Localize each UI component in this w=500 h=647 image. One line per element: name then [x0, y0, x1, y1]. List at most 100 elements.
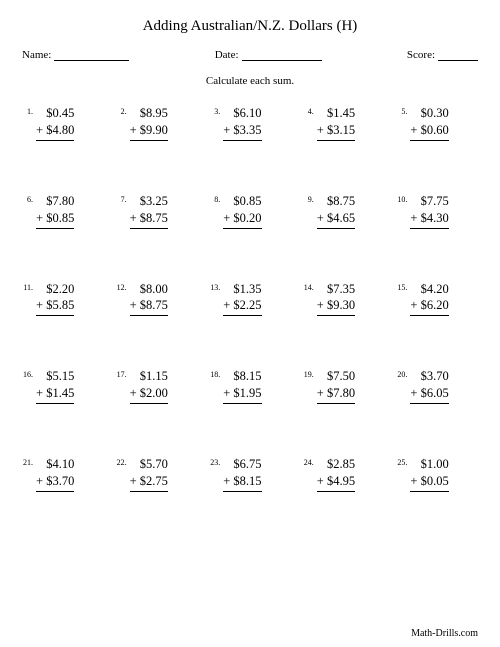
problem-body: $2.20+ $5.85 — [36, 281, 74, 317]
addend-bottom-row: + $8.75 — [130, 210, 168, 229]
addend-top: $8.75 — [317, 193, 355, 210]
addend-top: $1.35 — [223, 281, 261, 298]
problem: 13.$1.35+ $2.25 — [209, 281, 291, 317]
problem: 14.$7.35+ $9.30 — [303, 281, 385, 317]
problem-number: 17. — [116, 368, 130, 379]
plus-sign: + — [410, 474, 417, 488]
addend-bottom-row: + $2.00 — [130, 385, 168, 404]
addend-bottom-row: + $6.05 — [410, 385, 448, 404]
problem-body: $0.45+ $4.80 — [36, 105, 74, 141]
addend-top: $5.70 — [130, 456, 168, 473]
problem-body: $0.85+ $0.20 — [223, 193, 261, 229]
problem-grid: 1.$0.45+ $4.802.$8.95+ $9.903.$6.10+ $3.… — [22, 105, 478, 492]
problem-number: 8. — [209, 193, 223, 204]
addend-bottom-row: + $1.45 — [36, 385, 74, 404]
addend-top: $0.30 — [410, 105, 448, 122]
instruction-text: Calculate each sum. — [22, 75, 478, 87]
addend-bottom: $2.75 — [140, 474, 168, 488]
addend-bottom-row: + $0.20 — [223, 210, 261, 229]
score-line — [438, 50, 478, 61]
addend-bottom-row: + $4.65 — [317, 210, 355, 229]
problem-body: $1.45+ $3.15 — [317, 105, 355, 141]
plus-sign: + — [36, 474, 43, 488]
addend-bottom: $0.05 — [421, 474, 449, 488]
problem-number: 25. — [396, 456, 410, 467]
addend-bottom-row: + $2.75 — [130, 473, 168, 492]
problem: 11.$2.20+ $5.85 — [22, 281, 104, 317]
problem-body: $4.10+ $3.70 — [36, 456, 74, 492]
addend-bottom: $1.45 — [46, 386, 74, 400]
addend-bottom: $2.00 — [140, 386, 168, 400]
problem: 17.$1.15+ $2.00 — [116, 368, 198, 404]
page-title: Adding Australian/N.Z. Dollars (H) — [22, 18, 478, 35]
addend-top: $7.50 — [317, 368, 355, 385]
addend-bottom: $6.05 — [421, 386, 449, 400]
problem-body: $5.70+ $2.75 — [130, 456, 168, 492]
addend-top: $2.20 — [36, 281, 74, 298]
problem-body: $7.75+ $4.30 — [410, 193, 448, 229]
plus-sign: + — [410, 298, 417, 312]
addend-top: $6.10 — [223, 105, 261, 122]
addend-bottom-row: + $0.85 — [36, 210, 74, 229]
addend-bottom: $3.70 — [46, 474, 74, 488]
problem-number: 10. — [396, 193, 410, 204]
addend-bottom: $2.25 — [233, 298, 261, 312]
addend-top: $5.15 — [36, 368, 74, 385]
addend-top: $3.70 — [410, 368, 448, 385]
plus-sign: + — [223, 123, 230, 137]
addend-bottom: $8.75 — [140, 298, 168, 312]
addend-top: $2.85 — [317, 456, 355, 473]
addend-top: $1.00 — [410, 456, 448, 473]
problem-body: $8.75+ $4.65 — [317, 193, 355, 229]
problem: 8.$0.85+ $0.20 — [209, 193, 291, 229]
problem-number: 3. — [209, 105, 223, 116]
score-field: Score: — [407, 49, 478, 61]
problem-number: 4. — [303, 105, 317, 116]
problem-body: $5.15+ $1.45 — [36, 368, 74, 404]
addend-top: $1.15 — [130, 368, 168, 385]
addend-bottom: $6.20 — [421, 298, 449, 312]
plus-sign: + — [36, 298, 43, 312]
addend-bottom: $1.95 — [233, 386, 261, 400]
addend-bottom: $0.85 — [46, 211, 74, 225]
addend-bottom: $0.20 — [233, 211, 261, 225]
addend-bottom: $4.95 — [327, 474, 355, 488]
plus-sign: + — [410, 123, 417, 137]
addend-top: $6.75 — [223, 456, 261, 473]
addend-bottom-row: + $0.05 — [410, 473, 448, 492]
addend-bottom-row: + $3.15 — [317, 122, 355, 141]
problem: 19.$7.50+ $7.80 — [303, 368, 385, 404]
problem-body: $8.00+ $8.75 — [130, 281, 168, 317]
problem: 2.$8.95+ $9.90 — [116, 105, 198, 141]
problem: 1.$0.45+ $4.80 — [22, 105, 104, 141]
problem-number: 19. — [303, 368, 317, 379]
problem-number: 11. — [22, 281, 36, 292]
plus-sign: + — [317, 123, 324, 137]
problem-number: 20. — [396, 368, 410, 379]
addend-bottom-row: + $9.30 — [317, 297, 355, 316]
addend-top: $8.15 — [223, 368, 261, 385]
problem-body: $1.00+ $0.05 — [410, 456, 448, 492]
problem-body: $7.35+ $9.30 — [317, 281, 355, 317]
plus-sign: + — [317, 474, 324, 488]
addend-bottom-row: + $1.95 — [223, 385, 261, 404]
plus-sign: + — [36, 123, 43, 137]
problem-body: $4.20+ $6.20 — [410, 281, 448, 317]
problem-body: $7.80+ $0.85 — [36, 193, 74, 229]
plus-sign: + — [130, 474, 137, 488]
addend-top: $8.00 — [130, 281, 168, 298]
problem-body: $2.85+ $4.95 — [317, 456, 355, 492]
addend-bottom: $7.80 — [327, 386, 355, 400]
addend-bottom-row: + $0.60 — [410, 122, 448, 141]
addend-bottom-row: + $4.95 — [317, 473, 355, 492]
addend-top: $8.95 — [130, 105, 168, 122]
score-label: Score: — [407, 49, 435, 61]
addend-bottom-row: + $4.30 — [410, 210, 448, 229]
problem-number: 7. — [116, 193, 130, 204]
problem-number: 14. — [303, 281, 317, 292]
addend-bottom: $4.80 — [46, 123, 74, 137]
problem: 15.$4.20+ $6.20 — [396, 281, 478, 317]
problem: 20.$3.70+ $6.05 — [396, 368, 478, 404]
plus-sign: + — [317, 211, 324, 225]
problem-number: 12. — [116, 281, 130, 292]
